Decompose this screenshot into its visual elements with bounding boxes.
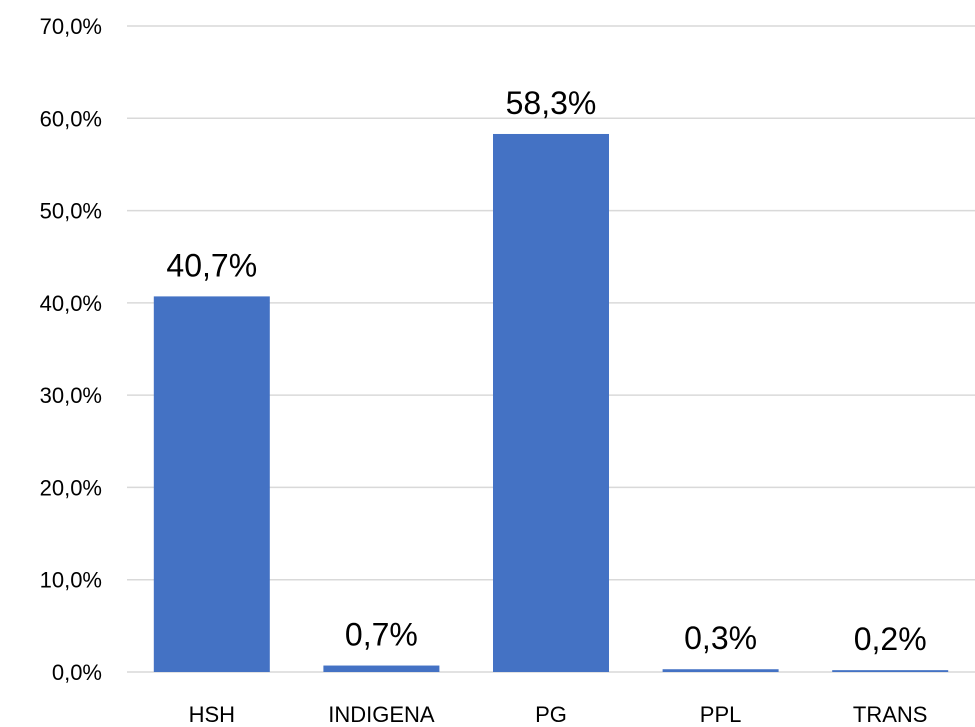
x-category-label: INDIGENA [328, 702, 435, 727]
bar-trans [832, 670, 949, 672]
data-label: 0,3% [684, 620, 757, 656]
x-category-label: TRANS [853, 702, 928, 727]
x-axis-category-labels: HSH INDIGENA PG PPL TRANS [189, 702, 928, 727]
bar-pg [493, 133, 609, 672]
y-tick-label: 60,0% [40, 106, 102, 131]
x-category-label: HSH [189, 702, 235, 727]
x-category-label: PPL [700, 702, 742, 727]
x-category-label: PG [535, 702, 567, 727]
y-tick-label: 0,0% [52, 660, 102, 685]
bar-indigena [323, 665, 440, 672]
data-label: 0,2% [854, 621, 927, 657]
y-tick-label: 30,0% [40, 383, 102, 408]
data-label: 58,3% [506, 85, 597, 121]
y-tick-label: 20,0% [40, 475, 102, 500]
data-labels: 40,7% 0,7% 58,3% 0,3% 0,2% [166, 85, 926, 657]
data-label: 0,7% [345, 617, 418, 653]
y-tick-label: 70,0% [40, 14, 102, 39]
bar-ppl [662, 669, 779, 672]
y-axis-tick-labels: 0,0% 10,0% 20,0% 30,0% 40,0% 50,0% 60,0% 70,0% [40, 14, 102, 685]
y-tick-label: 10,0% [40, 568, 102, 593]
y-tick-label: 50,0% [40, 199, 102, 224]
bar-hsh [153, 296, 270, 672]
data-label: 40,7% [166, 247, 257, 283]
bars [153, 133, 949, 672]
y-tick-label: 40,0% [40, 291, 102, 316]
